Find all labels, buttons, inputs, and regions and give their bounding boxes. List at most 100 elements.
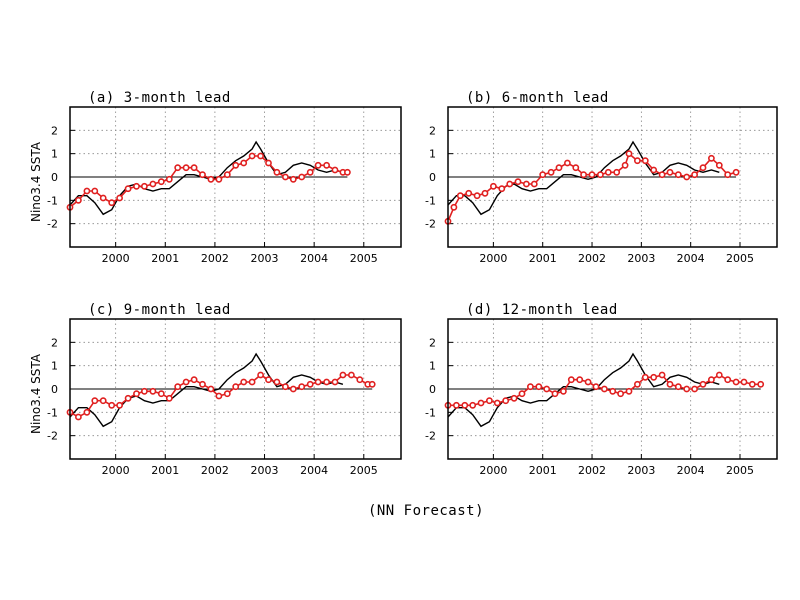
forecast-point bbox=[240, 378, 248, 386]
plot-frame bbox=[447, 106, 778, 248]
y-tick-label: -1 bbox=[425, 406, 436, 419]
forecast-point bbox=[265, 376, 272, 384]
x-tick-label: 2004 bbox=[300, 464, 328, 477]
forecast-point bbox=[461, 401, 469, 409]
forecast-point bbox=[597, 171, 604, 179]
forecast-point bbox=[339, 371, 347, 379]
forecast-point bbox=[551, 390, 559, 398]
forecast-point bbox=[108, 199, 116, 207]
forecast-point bbox=[493, 399, 501, 407]
forecast-point bbox=[124, 394, 132, 402]
forecast-point bbox=[699, 164, 707, 172]
forecast-point bbox=[617, 390, 624, 398]
forecast-point bbox=[535, 383, 543, 391]
forecast-point bbox=[724, 376, 732, 384]
y-tick-label: -1 bbox=[47, 406, 58, 419]
forecast-point bbox=[469, 401, 477, 409]
forecast-point bbox=[580, 171, 587, 179]
forecast-point bbox=[674, 171, 682, 179]
forecast-point bbox=[323, 378, 330, 386]
forecast-point bbox=[748, 380, 756, 388]
forecast-point bbox=[368, 380, 376, 388]
forecast-point bbox=[527, 383, 534, 391]
forecast-point bbox=[514, 178, 522, 186]
x-tick-label: 2000 bbox=[479, 464, 507, 477]
forecast-point bbox=[555, 164, 563, 172]
forecast-point bbox=[199, 171, 206, 179]
forecast-point bbox=[708, 154, 715, 162]
forecast-point bbox=[650, 166, 658, 174]
figure-footer: (NN Forecast) bbox=[368, 503, 484, 519]
forecast-point bbox=[133, 182, 140, 190]
y-tick-label: 1 bbox=[429, 360, 436, 373]
x-tick-label: 2000 bbox=[102, 464, 130, 477]
y-tick-label: 2 bbox=[51, 336, 58, 349]
forecast-point bbox=[674, 383, 682, 391]
observed-series-line bbox=[69, 352, 344, 428]
forecast-point bbox=[165, 175, 173, 183]
forecast-point bbox=[498, 185, 506, 193]
forecast-point bbox=[658, 371, 666, 379]
forecast-point bbox=[157, 390, 165, 398]
forecast-point bbox=[289, 385, 297, 393]
forecast-point bbox=[199, 380, 206, 388]
forecast-point bbox=[740, 378, 748, 386]
plot-frame bbox=[447, 318, 778, 460]
forecast-point bbox=[190, 164, 198, 172]
forecast-point bbox=[124, 185, 132, 193]
forecast-point bbox=[323, 161, 330, 169]
x-tick-label: 2002 bbox=[201, 464, 229, 477]
forecast-point bbox=[732, 378, 740, 386]
forecast-point bbox=[489, 182, 497, 190]
y-tick-label: 2 bbox=[51, 124, 58, 137]
y-tick-label: -2 bbox=[47, 430, 58, 443]
forecast-point bbox=[91, 397, 99, 405]
y-tick-label: -2 bbox=[425, 218, 436, 231]
x-tick-label: 2003 bbox=[251, 252, 279, 265]
forecast-point bbox=[174, 164, 182, 172]
forecast-point bbox=[543, 385, 551, 393]
y-tick-label: -1 bbox=[47, 194, 58, 207]
forecast-point bbox=[240, 159, 248, 167]
forecast-point bbox=[149, 180, 157, 188]
forecast-point bbox=[641, 157, 649, 165]
forecast-point bbox=[699, 380, 707, 388]
panel-title: (c) 9-month lead bbox=[88, 302, 231, 318]
forecast-point bbox=[343, 168, 351, 176]
panel-title: (d) 12-month lead bbox=[466, 302, 618, 318]
x-tick-label: 2001 bbox=[529, 464, 557, 477]
forecast-point bbox=[306, 168, 314, 176]
x-tick-label: 2003 bbox=[251, 464, 279, 477]
forecast-point bbox=[248, 152, 256, 160]
forecast-point bbox=[83, 187, 91, 195]
forecast-point bbox=[564, 159, 571, 167]
forecast-point bbox=[356, 376, 364, 384]
forecast-point bbox=[683, 385, 691, 393]
forecast-point bbox=[539, 171, 547, 179]
forecast-point bbox=[572, 164, 580, 172]
x-tick-label: 2005 bbox=[350, 464, 378, 477]
forecast-point bbox=[289, 175, 297, 183]
forecast-point bbox=[650, 373, 658, 381]
forecast-point bbox=[314, 161, 322, 169]
forecast-point bbox=[708, 376, 715, 384]
x-tick-label: 2004 bbox=[677, 464, 705, 477]
y-tick-label: 0 bbox=[51, 383, 58, 396]
x-tick-label: 2005 bbox=[726, 464, 754, 477]
x-tick-label: 2001 bbox=[151, 252, 179, 265]
forecast-point bbox=[530, 180, 538, 188]
forecast-point bbox=[601, 385, 608, 393]
forecast-point bbox=[75, 196, 82, 204]
forecast-point bbox=[273, 168, 281, 176]
forecast-point bbox=[724, 171, 732, 179]
forecast-point bbox=[691, 171, 698, 179]
forecast-point bbox=[347, 371, 355, 379]
x-tick-label: 2000 bbox=[102, 252, 130, 265]
forecast-point bbox=[257, 152, 264, 160]
y-tick-label: 0 bbox=[51, 171, 58, 184]
forecast-point bbox=[232, 161, 240, 169]
y-tick-label: -1 bbox=[425, 194, 436, 207]
forecast-point bbox=[91, 187, 99, 195]
forecast-point bbox=[481, 189, 489, 197]
